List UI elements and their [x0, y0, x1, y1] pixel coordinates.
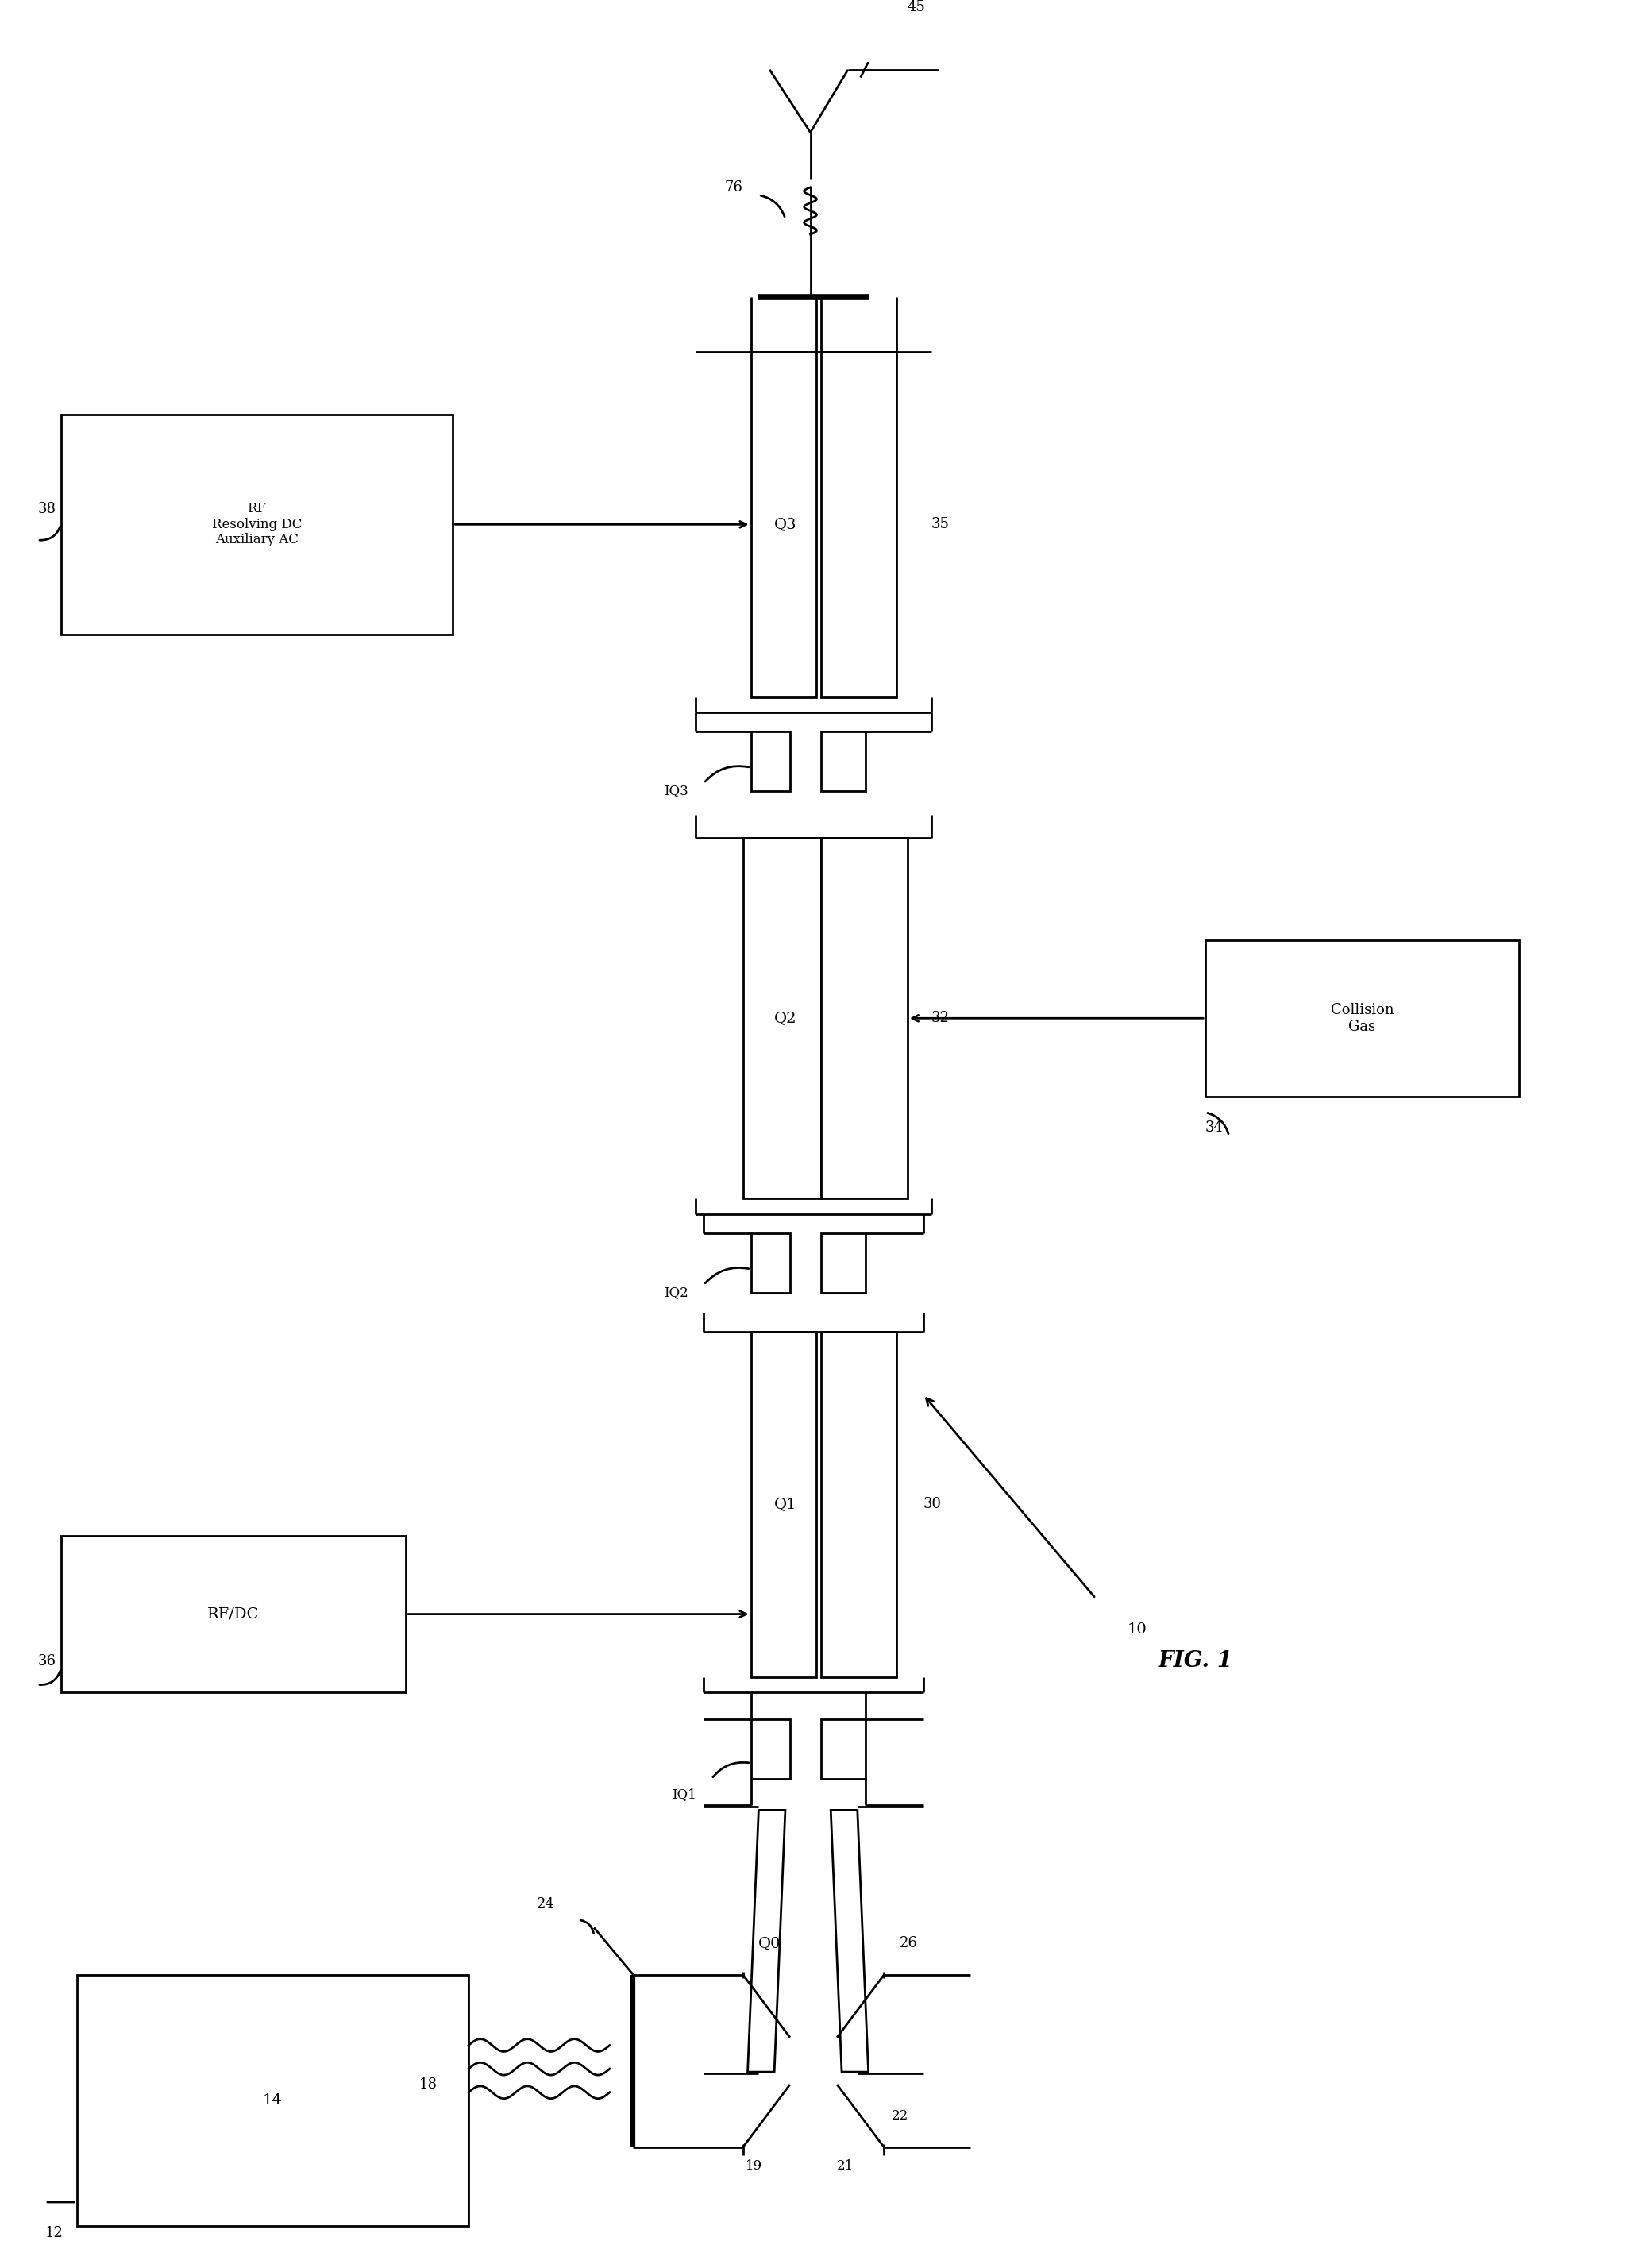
- Bar: [60, 415, 452, 635]
- Text: 22: 22: [892, 2109, 909, 2123]
- Bar: [822, 1331, 896, 1676]
- Polygon shape: [831, 1810, 869, 2073]
- Text: 34: 34: [1206, 1120, 1224, 1136]
- Polygon shape: [748, 1810, 786, 2073]
- Text: 30: 30: [923, 1497, 942, 1510]
- Text: 21: 21: [836, 2159, 853, 2173]
- Text: RF
Resolving DC
Auxiliary AC: RF Resolving DC Auxiliary AC: [212, 501, 303, 547]
- Bar: [750, 1719, 791, 1778]
- Bar: [822, 730, 866, 792]
- Text: 10: 10: [1128, 1622, 1147, 1637]
- Text: Q3: Q3: [774, 517, 797, 531]
- Text: 12: 12: [46, 2227, 63, 2241]
- Text: FIG. 1: FIG. 1: [1158, 1651, 1233, 1672]
- Text: Q2: Q2: [774, 1012, 797, 1025]
- Text: 14: 14: [264, 2093, 283, 2107]
- Text: 26: 26: [900, 1937, 918, 1950]
- Bar: [744, 837, 822, 1198]
- Text: 24: 24: [537, 1896, 555, 1912]
- Bar: [1206, 939, 1520, 1098]
- Text: 76: 76: [724, 179, 744, 195]
- Bar: [750, 352, 817, 696]
- Text: 18: 18: [420, 2077, 438, 2091]
- Bar: [822, 1719, 866, 1778]
- Text: 38: 38: [37, 501, 55, 515]
- Text: Q1: Q1: [774, 1497, 797, 1510]
- Bar: [750, 1234, 791, 1293]
- Bar: [822, 1234, 866, 1293]
- Text: 36: 36: [37, 1653, 55, 1669]
- Text: IQ1: IQ1: [672, 1787, 696, 1801]
- Bar: [60, 1535, 405, 1692]
- Text: 45: 45: [908, 0, 926, 14]
- Text: 32: 32: [931, 1012, 949, 1025]
- Text: IQ2: IQ2: [664, 1286, 688, 1300]
- Text: Q0: Q0: [758, 1937, 781, 1950]
- Text: RF/DC: RF/DC: [208, 1608, 259, 1622]
- Bar: [822, 837, 908, 1198]
- Text: 35: 35: [931, 517, 949, 531]
- Text: 19: 19: [745, 2159, 763, 2173]
- Bar: [822, 352, 896, 696]
- Bar: [750, 730, 791, 792]
- Bar: [76, 1975, 469, 2225]
- Text: Collision
Gas: Collision Gas: [1331, 1002, 1394, 1034]
- Text: IQ3: IQ3: [664, 785, 688, 798]
- Bar: [750, 1331, 817, 1676]
